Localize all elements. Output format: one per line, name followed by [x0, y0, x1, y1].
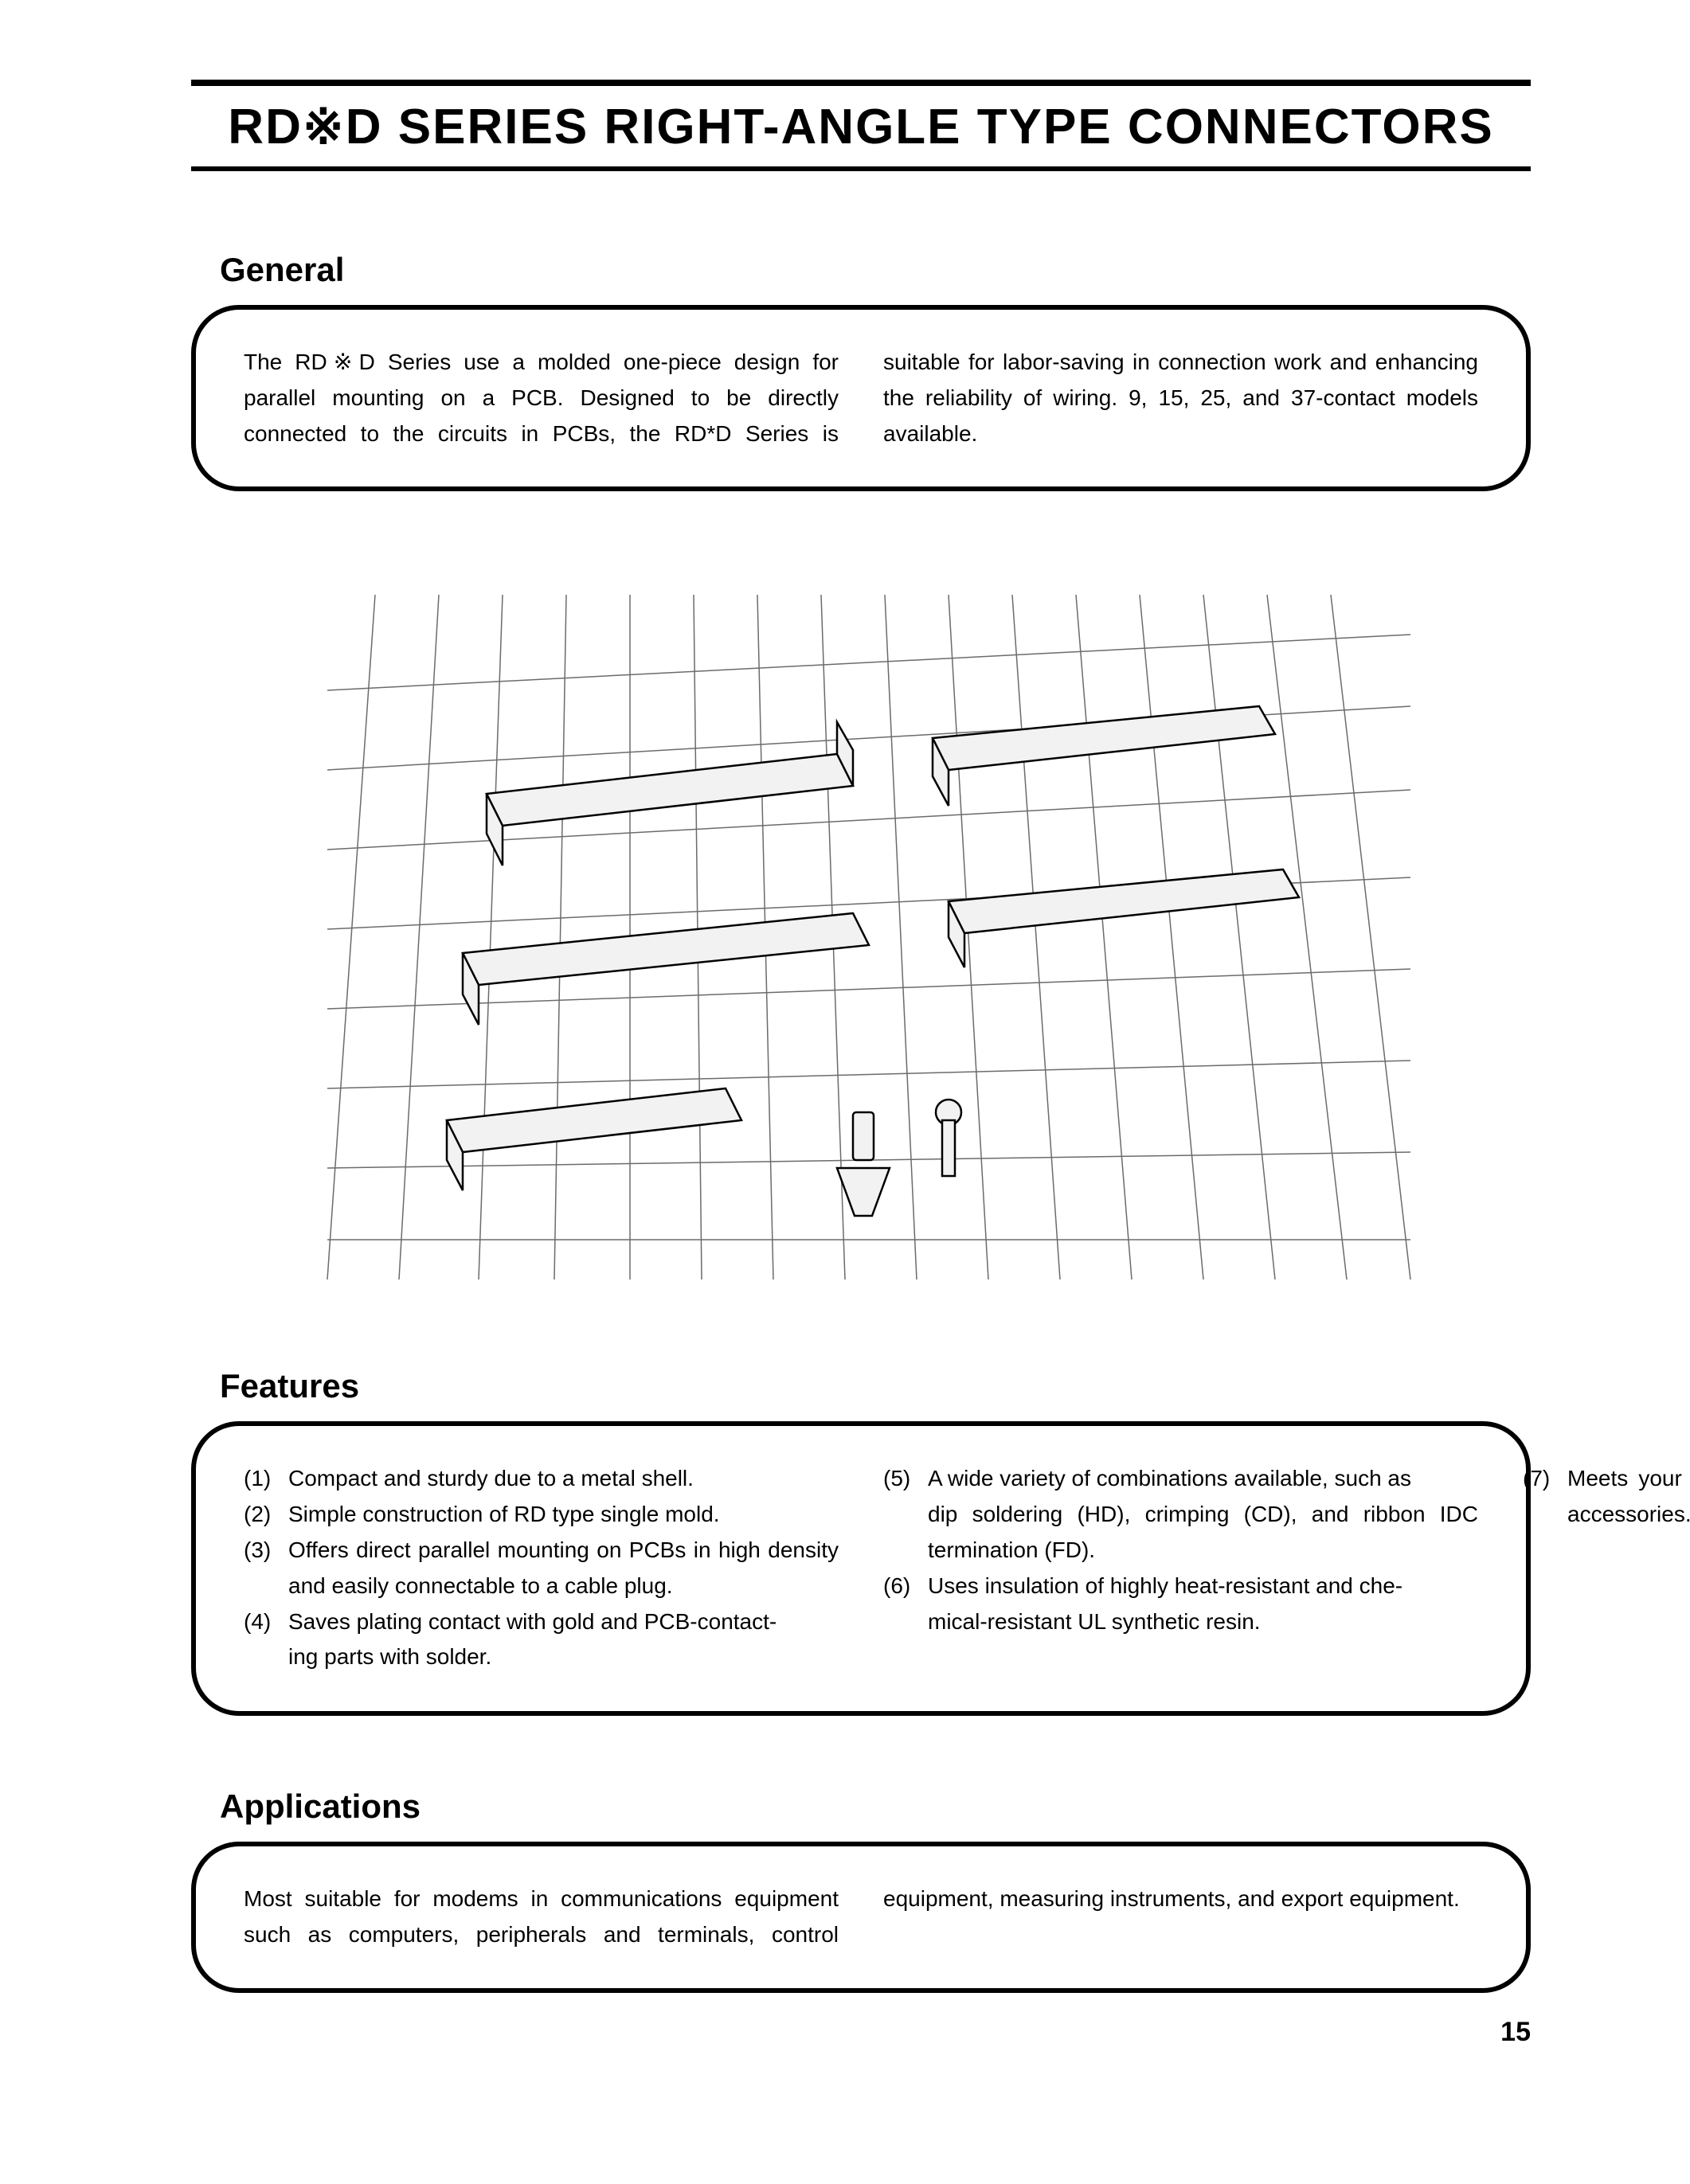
title-rule-top	[191, 80, 1531, 86]
feature-item: (1)Compact and sturdy due to a metal she…	[244, 1461, 839, 1497]
feature-item-cont: mical-resistant UL synthetic resin.	[883, 1604, 1478, 1640]
heading-general: General	[220, 251, 1531, 289]
feature-item: (7)Meets your application requirements w…	[1523, 1461, 1690, 1533]
connector-4	[949, 869, 1299, 967]
fastener-2	[936, 1100, 961, 1176]
connector-5	[447, 1088, 741, 1190]
page-number: 15	[191, 2017, 1531, 2048]
page-title: RD※D SERIES RIGHT-ANGLE TYPE CONNECTORS	[191, 97, 1531, 155]
general-bubble: The RD※D Series use a molded one-piece d…	[191, 305, 1531, 491]
heading-features: Features	[220, 1367, 1531, 1405]
fastener-1	[837, 1112, 890, 1216]
features-bubble: (1)Compact and sturdy due to a metal she…	[191, 1421, 1531, 1716]
features-list: (1)Compact and sturdy due to a metal she…	[244, 1461, 1478, 1676]
title-rule-bottom	[191, 166, 1531, 171]
feature-item: (4)Saves plating contact with gold and P…	[244, 1604, 839, 1640]
applications-body: Most suitable for modems in communicatio…	[244, 1881, 1478, 1953]
feature-item: (6)Uses insulation of highly heat-resist…	[883, 1569, 1478, 1604]
feature-item-cont: dip soldering (HD), crimping (CD), and r…	[883, 1497, 1478, 1569]
feature-item: (2)Simple construction of RD type single…	[244, 1497, 839, 1533]
connector-1	[487, 722, 853, 865]
applications-bubble: Most suitable for modems in communicatio…	[191, 1842, 1531, 1993]
feature-item-cont: ing parts with solder.	[244, 1639, 839, 1675]
feature-item: (3)Offers direct parallel mounting on PC…	[244, 1533, 839, 1604]
heading-applications: Applications	[220, 1787, 1531, 1826]
general-body: The RD※D Series use a molded one-piece d…	[244, 345, 1478, 451]
feature-item: (5)A wide variety of combinations availa…	[883, 1461, 1478, 1497]
connector-3	[463, 913, 869, 1025]
connector-illustration	[280, 563, 1442, 1295]
